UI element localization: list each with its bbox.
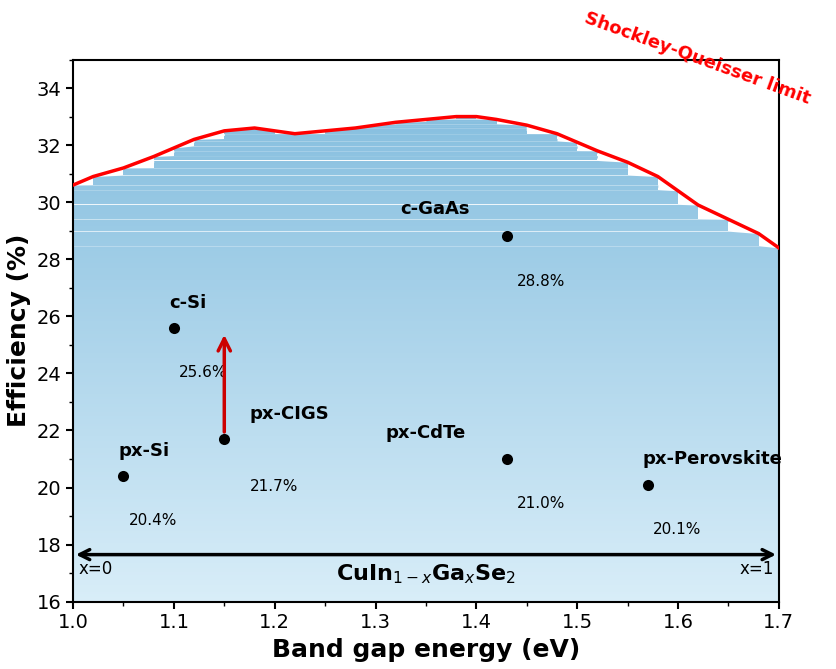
Text: x=0: x=0 bbox=[78, 560, 112, 578]
Text: 20.1%: 20.1% bbox=[653, 522, 701, 537]
Text: 25.6%: 25.6% bbox=[179, 365, 227, 380]
Text: 21.0%: 21.0% bbox=[517, 496, 565, 511]
Text: 20.4%: 20.4% bbox=[129, 513, 177, 529]
Text: 21.7%: 21.7% bbox=[249, 479, 298, 494]
Text: c-GaAs: c-GaAs bbox=[400, 200, 470, 218]
Text: Shockley-Queisser limit: Shockley-Queisser limit bbox=[582, 9, 813, 108]
Text: CuIn$_{1-x}$Ga$_{x}$Se$_{2}$: CuIn$_{1-x}$Ga$_{x}$Se$_{2}$ bbox=[336, 563, 516, 586]
Text: px-Si: px-Si bbox=[119, 442, 170, 460]
Text: 28.8%: 28.8% bbox=[517, 274, 565, 288]
Text: px-CIGS: px-CIGS bbox=[249, 405, 329, 423]
Text: px-Perovskite: px-Perovskite bbox=[643, 450, 782, 468]
X-axis label: Band gap energy (eV): Band gap energy (eV) bbox=[272, 638, 580, 662]
Y-axis label: Efficiency (%): Efficiency (%) bbox=[7, 234, 31, 427]
Text: px-CdTe: px-CdTe bbox=[385, 424, 466, 442]
Text: c-Si: c-Si bbox=[169, 294, 206, 312]
Text: x=1: x=1 bbox=[739, 560, 774, 578]
